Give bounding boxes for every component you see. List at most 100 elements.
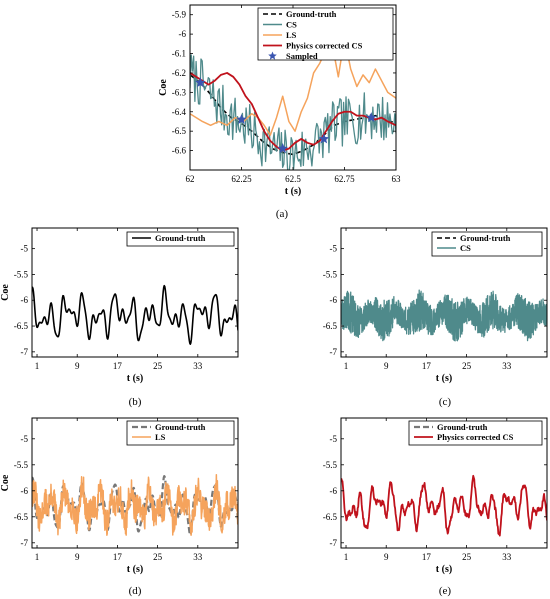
legend-label-ground_truth: Ground-truth — [155, 422, 206, 432]
legend-label-ls: LS — [286, 30, 297, 40]
legend-label-cs: CS — [286, 20, 297, 30]
y-tick-label: -6.5 — [14, 321, 29, 331]
series-line-ls — [32, 473, 238, 536]
legend-box — [126, 420, 235, 446]
y-tick-label: -5 — [21, 244, 29, 254]
x-tick-label: 33 — [502, 552, 512, 562]
y-tick-label: -6 — [21, 486, 29, 496]
legend-box — [126, 231, 235, 247]
panel-label-c: (c) — [439, 396, 452, 408]
y-tick-label: -6.3 — [172, 87, 187, 97]
x-tick-label: 62.75 — [334, 174, 355, 184]
series-line-physics — [190, 72, 396, 152]
y-tick-label: -6 — [330, 295, 338, 305]
y-tick-label: -7 — [21, 538, 29, 548]
x-tick-label: 9 — [75, 552, 80, 562]
series-line-cs — [341, 289, 547, 342]
y-tick-label: -5 — [21, 434, 29, 444]
series-line-ground_truth — [32, 284, 238, 345]
y-tick-label: -5 — [330, 244, 338, 254]
series-line-cs — [190, 54, 396, 170]
y-tick-label: -6.1 — [172, 49, 186, 59]
x-axis-label: t (s) — [285, 186, 301, 197]
x-tick-label: 33 — [193, 361, 203, 371]
legend-box — [431, 231, 543, 257]
x-tick-label: 33 — [193, 552, 203, 562]
legend-label-ground_truth: Ground-truth — [155, 233, 206, 243]
x-axis-label: t (s) — [436, 373, 452, 384]
series-line-physics — [341, 474, 547, 537]
plot-area — [190, 37, 396, 170]
y-tick-label: -5.5 — [14, 269, 29, 279]
x-axis-label: t (s) — [436, 564, 452, 575]
sampled-point — [236, 114, 247, 124]
series-line-ls — [190, 37, 396, 136]
y-tick-label: -7 — [21, 347, 29, 357]
y-tick-label: -6.5 — [323, 512, 338, 522]
plot-area — [32, 284, 238, 345]
y-axis-label: Coe — [0, 284, 11, 301]
y-tick-label: -5.5 — [323, 269, 338, 279]
y-tick-label: -6 — [21, 295, 29, 305]
sampled-point — [366, 112, 377, 123]
y-tick-label: -6.5 — [14, 512, 29, 522]
y-tick-label: -5.5 — [323, 460, 338, 470]
y-tick-label: -6 — [179, 29, 187, 39]
panel-label-a: (a) — [276, 208, 289, 220]
x-tick-label: 9 — [75, 361, 80, 371]
y-tick-label: -6.4 — [172, 107, 187, 117]
x-tick-label: 17 — [422, 361, 432, 371]
x-tick-label: 1 — [35, 361, 40, 371]
axes-frame — [340, 417, 548, 549]
chart-panel-a: 62 62.25 62.5 62.75 63 -5.9 -6 -6.1 -6.2 -6.3 -6.4… — [158, 4, 402, 220]
panel-label-e: (e) — [439, 585, 452, 597]
x-axis-label: t (s) — [127, 373, 143, 384]
x-tick-label: 62 — [186, 174, 195, 184]
legend-box — [257, 7, 394, 61]
x-tick-label: 62.25 — [231, 174, 252, 184]
chart-panel-c: 1 9 17 25 33 -5 -5.5 -6 -6.5 -7 t (s) Ground-truthC… — [323, 227, 548, 408]
chart-panel-b: 1 9 17 25 33 -5 -5.5 -6 -6.5 -7 t (s) Coe Ground-tru… — [0, 227, 239, 408]
y-tick-label: -7 — [330, 538, 338, 548]
legend-swatch-sampled — [268, 51, 277, 60]
plot-area — [341, 474, 547, 537]
legend: Ground-truth — [126, 231, 235, 247]
sampled-point — [195, 77, 206, 88]
x-tick-label: 25 — [462, 361, 472, 371]
y-tick-label: -7 — [330, 347, 338, 357]
y-tick-label: -6.6 — [172, 146, 187, 156]
legend-label-ground_truth: Ground-truth — [460, 233, 511, 243]
legend-label-physics: Physics corrected CS — [286, 41, 363, 51]
legend-label-ground_truth: Ground-truth — [286, 9, 337, 19]
x-tick-label: 33 — [502, 361, 512, 371]
chart-panel-e: 1 9 17 25 33 -5 -5.5 -6 -6.5 -7 t (s) Ground-truthP… — [323, 417, 548, 597]
legend-box — [408, 420, 543, 446]
panel-label-b: (b) — [129, 396, 142, 408]
plot-area — [341, 289, 547, 342]
x-tick-label: 25 — [153, 361, 163, 371]
x-tick-label: 17 — [113, 552, 123, 562]
axes-frame — [31, 227, 239, 358]
x-tick-label: 1 — [35, 552, 40, 562]
legend-label-physics: Physics corrected CS — [437, 432, 514, 442]
panel-label-d: (d) — [129, 585, 142, 597]
y-tick-label: -6 — [330, 486, 338, 496]
plot-area — [32, 473, 238, 537]
legend-label-sampled: Sampled — [286, 51, 318, 61]
x-tick-label: 25 — [462, 552, 472, 562]
x-tick-label: 17 — [113, 361, 123, 371]
y-axis-label: Coe — [158, 79, 169, 96]
axes-frame — [31, 417, 239, 549]
y-axis-label: Coe — [0, 474, 11, 491]
sampled-point — [318, 133, 330, 144]
x-tick-label: 1 — [344, 361, 349, 371]
x-tick-label: 9 — [384, 552, 389, 562]
x-tick-label: 63 — [392, 174, 402, 184]
y-tick-label: -5.9 — [172, 10, 187, 20]
legend-label-ground_truth: Ground-truth — [437, 422, 488, 432]
